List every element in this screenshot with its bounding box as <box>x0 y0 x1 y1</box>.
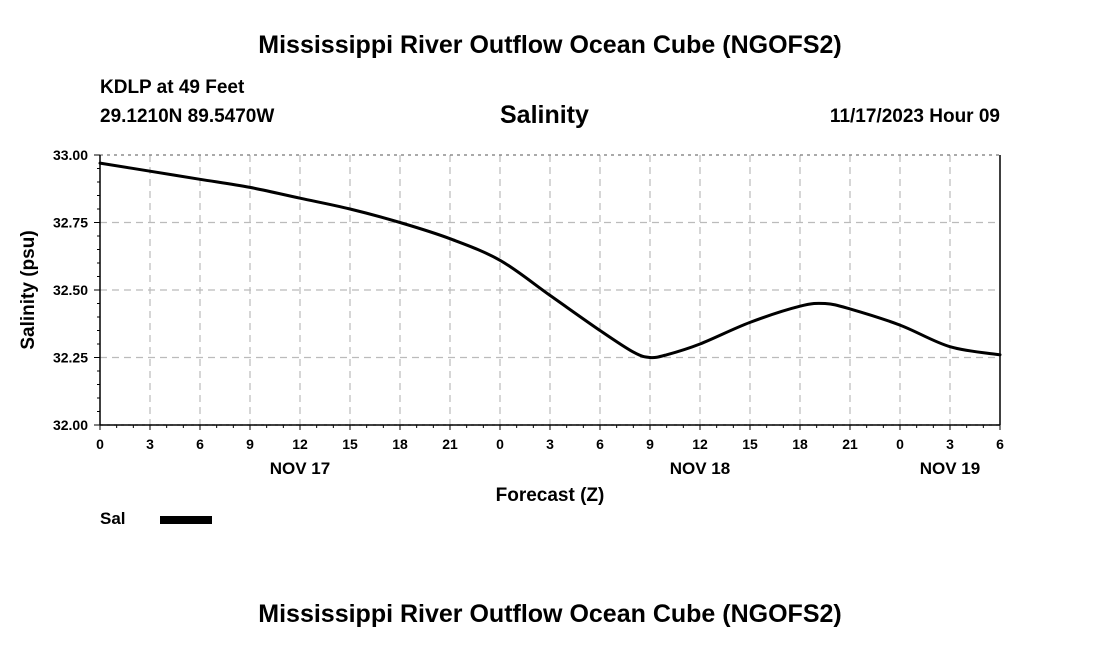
timestamp: 11/17/2023 Hour 09 <box>829 106 1000 127</box>
chart-title: Mississippi River Outflow Ocean Cube (NG… <box>258 31 842 59</box>
x-tick-label: 6 <box>596 436 604 452</box>
x-tick-label: 6 <box>196 436 204 452</box>
legend-swatch <box>160 516 212 524</box>
y-axis-label: Salinity (psu) <box>18 230 39 349</box>
x-tick-label: 0 <box>496 436 504 452</box>
x-tick-label: 15 <box>342 436 358 452</box>
x-tick-label: 12 <box>692 436 708 452</box>
station-coordinates: 29.1210N 89.5470W <box>100 106 275 127</box>
x-tick-label: 9 <box>246 436 254 452</box>
x-date-label: NOV 19 <box>920 459 980 478</box>
x-tick-label: 15 <box>742 436 758 452</box>
x-tick-label: 0 <box>96 436 104 452</box>
x-axis-label: Forecast (Z) <box>496 485 605 506</box>
x-tick-label: 21 <box>842 436 858 452</box>
x-tick-label: 18 <box>392 436 408 452</box>
legend-label: Sal <box>100 509 126 528</box>
y-tick-label: 32.75 <box>53 215 88 231</box>
plot-title: Salinity <box>500 101 589 129</box>
x-tick-label: 21 <box>442 436 458 452</box>
x-tick-label: 6 <box>996 436 1004 452</box>
station-name: KDLP at 49 Feet <box>100 77 245 98</box>
x-tick-label: 3 <box>946 436 954 452</box>
y-tick-label: 33.00 <box>53 147 88 163</box>
x-tick-label: 0 <box>896 436 904 452</box>
footer-title: Mississippi River Outflow Ocean Cube (NG… <box>258 600 842 628</box>
salinity-line <box>98 161 1002 360</box>
x-tick-label: 18 <box>792 436 808 452</box>
x-tick-label: 9 <box>646 436 654 452</box>
y-tick-label: 32.50 <box>53 282 88 298</box>
x-date-label: NOV 18 <box>670 459 730 478</box>
y-tick-label: 32.00 <box>53 417 88 433</box>
y-tick-label: 32.25 <box>53 350 88 366</box>
x-tick-label: 12 <box>292 436 308 452</box>
x-tick-label: 3 <box>146 436 154 452</box>
x-tick-label: 3 <box>546 436 554 452</box>
x-date-label: NOV 17 <box>270 459 330 478</box>
